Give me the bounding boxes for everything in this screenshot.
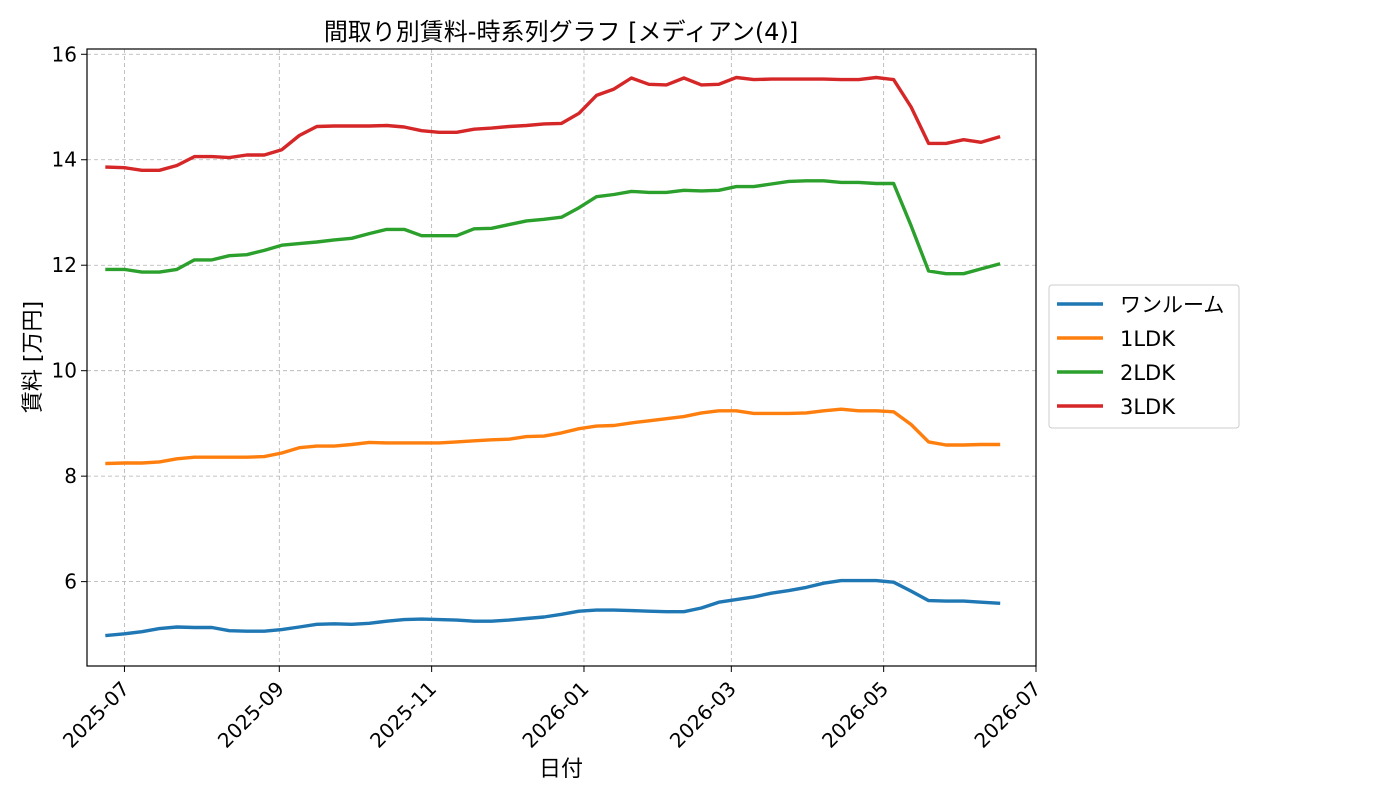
x-axis: 2025-07 2025-09 2025-11 2026-01 2026-03 2026-… — [58, 666, 1046, 753]
legend-box — [1048, 284, 1240, 429]
x-tick-label: 2026-03 — [665, 677, 741, 753]
series-line-0 — [105, 578, 1001, 638]
legend: ワンルーム 1LDK 2LDK 3LDK — [1048, 284, 1240, 429]
y-axis-label: 賃料 [万円] — [21, 301, 46, 413]
legend-label-0: ワンルーム — [1120, 293, 1224, 317]
x-tick-label: 2026-05 — [817, 677, 893, 753]
legend-label-3: 3LDK — [1120, 395, 1176, 419]
series-line-1 — [105, 407, 1001, 466]
plot-area — [105, 75, 1001, 638]
series-line-2 — [105, 179, 1001, 276]
y-tick-label: 6 — [64, 570, 77, 594]
x-tick-label: 2026-07 — [969, 677, 1045, 753]
x-tick-label: 2025-11 — [365, 677, 441, 753]
x-tick-label: 2026-01 — [517, 677, 593, 753]
plot-frame — [86, 48, 1037, 667]
x-tick-label: 2025-07 — [58, 677, 134, 753]
y-tick-label: 8 — [64, 464, 77, 488]
y-tick-label: 16 — [52, 42, 77, 66]
legend-label-1: 1LDK — [1120, 327, 1176, 351]
y-tick-label: 10 — [52, 359, 77, 383]
y-tick-label: 14 — [52, 148, 77, 172]
chart-title: 間取り別賃料-時系列グラフ [メディアン(4)] — [324, 18, 798, 46]
y-axis: 6 8 10 12 14 16 — [52, 42, 87, 594]
grid-lines — [87, 49, 1037, 666]
x-axis-label: 日付 — [539, 757, 583, 782]
legend-label-2: 2LDK — [1120, 361, 1176, 385]
series-line-3 — [105, 75, 1001, 173]
x-tick-label: 2025-09 — [213, 677, 289, 753]
y-tick-label: 12 — [52, 253, 77, 277]
